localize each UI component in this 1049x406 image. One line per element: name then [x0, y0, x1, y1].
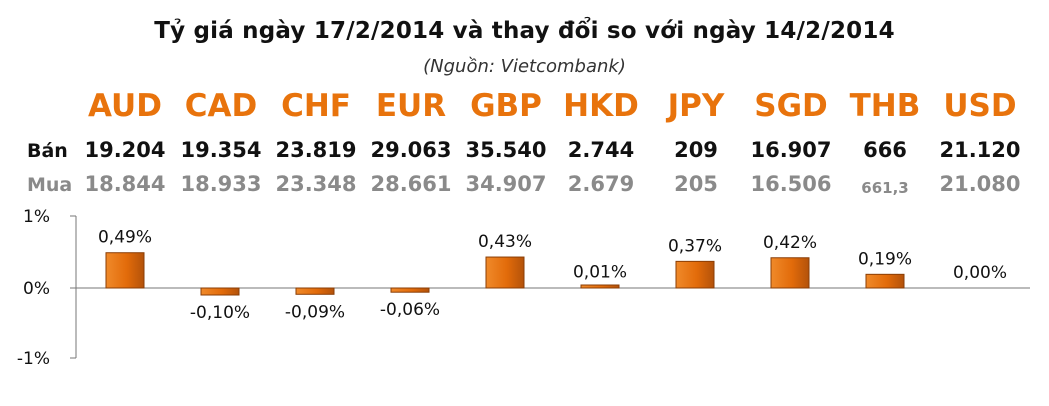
- currency-label-chf: CHF: [281, 88, 351, 124]
- buy-rate-row: Mua 18.844 18.933 23.348 28.661 34.907 2…: [0, 172, 1049, 200]
- sell-rate-eur: 29.063: [370, 138, 452, 162]
- y-tick-label: 0%: [23, 279, 50, 299]
- sell-rate-sgd: 16.907: [750, 138, 832, 162]
- buy-rate-hkd: 2.679: [567, 172, 635, 196]
- chart-title: Tỷ giá ngày 17/2/2014 và thay đổi so với…: [154, 18, 895, 44]
- bar-aud: [105, 252, 145, 289]
- data-label-aud: 0,49%: [98, 228, 152, 248]
- bar-chf: [295, 287, 335, 295]
- y-ticks: 1% 0% -1%: [17, 207, 76, 369]
- buy-rate-sgd: 16.506: [750, 172, 832, 196]
- bar-eur: [390, 287, 430, 293]
- bar-thb: [865, 273, 905, 289]
- bars: [105, 252, 905, 296]
- bar-hkd: [580, 284, 620, 289]
- sell-rate-aud: 19.204: [84, 138, 166, 162]
- currency-label-gbp: GBP: [470, 88, 542, 124]
- data-label-usd: 0,00%: [953, 263, 1007, 283]
- buy-rate-jpy: 205: [674, 172, 718, 196]
- sell-rate-thb: 666: [863, 138, 907, 162]
- chart-source: (Nguồn: Vietcombank): [423, 56, 626, 77]
- data-label-gbp: 0,43%: [478, 232, 532, 252]
- data-label-cad: -0,10%: [190, 303, 250, 323]
- currency-label-eur: EUR: [375, 88, 447, 124]
- data-label-sgd: 0,42%: [763, 233, 817, 253]
- currency-label-aud: AUD: [88, 88, 162, 124]
- data-label-jpy: 0,37%: [668, 236, 722, 256]
- data-label-eur: -0,06%: [380, 300, 440, 320]
- buy-rate-aud: 18.844: [84, 172, 166, 196]
- sell-rate-cad: 19.354: [180, 138, 262, 162]
- sell-rate-jpy: 209: [674, 138, 718, 162]
- data-label-thb: 0,19%: [858, 249, 912, 269]
- buy-rate-cad: 18.933: [180, 172, 262, 196]
- buy-rate-eur: 28.661: [370, 172, 452, 196]
- currency-label-hkd: HKD: [563, 88, 639, 124]
- sell-rate-row: Bán 19.204 19.354 23.819 29.063 35.540 2…: [0, 138, 1049, 166]
- buy-rate-usd: 21.080: [939, 172, 1021, 196]
- currency-label-jpy: JPY: [667, 88, 725, 124]
- buy-row-label: Mua: [27, 174, 73, 196]
- data-labels: 0,49% -0,10% -0,09% -0,06% 0,43% 0,01% 0,37% 0,…: [98, 228, 1007, 323]
- currency-label-thb: THB: [849, 88, 921, 124]
- y-tick-label: 1%: [23, 207, 50, 227]
- sell-row-label: Bán: [27, 140, 68, 162]
- bar-cad: [200, 287, 240, 296]
- buy-rate-chf: 23.348: [275, 172, 357, 196]
- sell-rate-chf: 23.819: [275, 138, 357, 162]
- data-label-chf: -0,09%: [285, 302, 345, 322]
- sell-rate-gbp: 35.540: [465, 138, 547, 162]
- currency-header-row: AUD CAD CHF EUR GBP HKD JPY SGD THB USD: [0, 88, 1049, 132]
- bar-jpy: [675, 260, 715, 289]
- buy-rate-thb: 661,3: [861, 179, 909, 197]
- currency-label-usd: USD: [943, 88, 1017, 124]
- sell-rate-hkd: 2.744: [567, 138, 635, 162]
- currency-label-cad: CAD: [184, 88, 258, 124]
- buy-rate-gbp: 34.907: [465, 172, 547, 196]
- bar-sgd: [770, 257, 810, 289]
- currency-label-sgd: SGD: [754, 88, 828, 124]
- bar-gbp: [485, 256, 525, 289]
- data-label-hkd: 0,01%: [573, 262, 627, 282]
- sell-rate-usd: 21.120: [939, 138, 1021, 162]
- y-tick-label: -1%: [17, 349, 50, 369]
